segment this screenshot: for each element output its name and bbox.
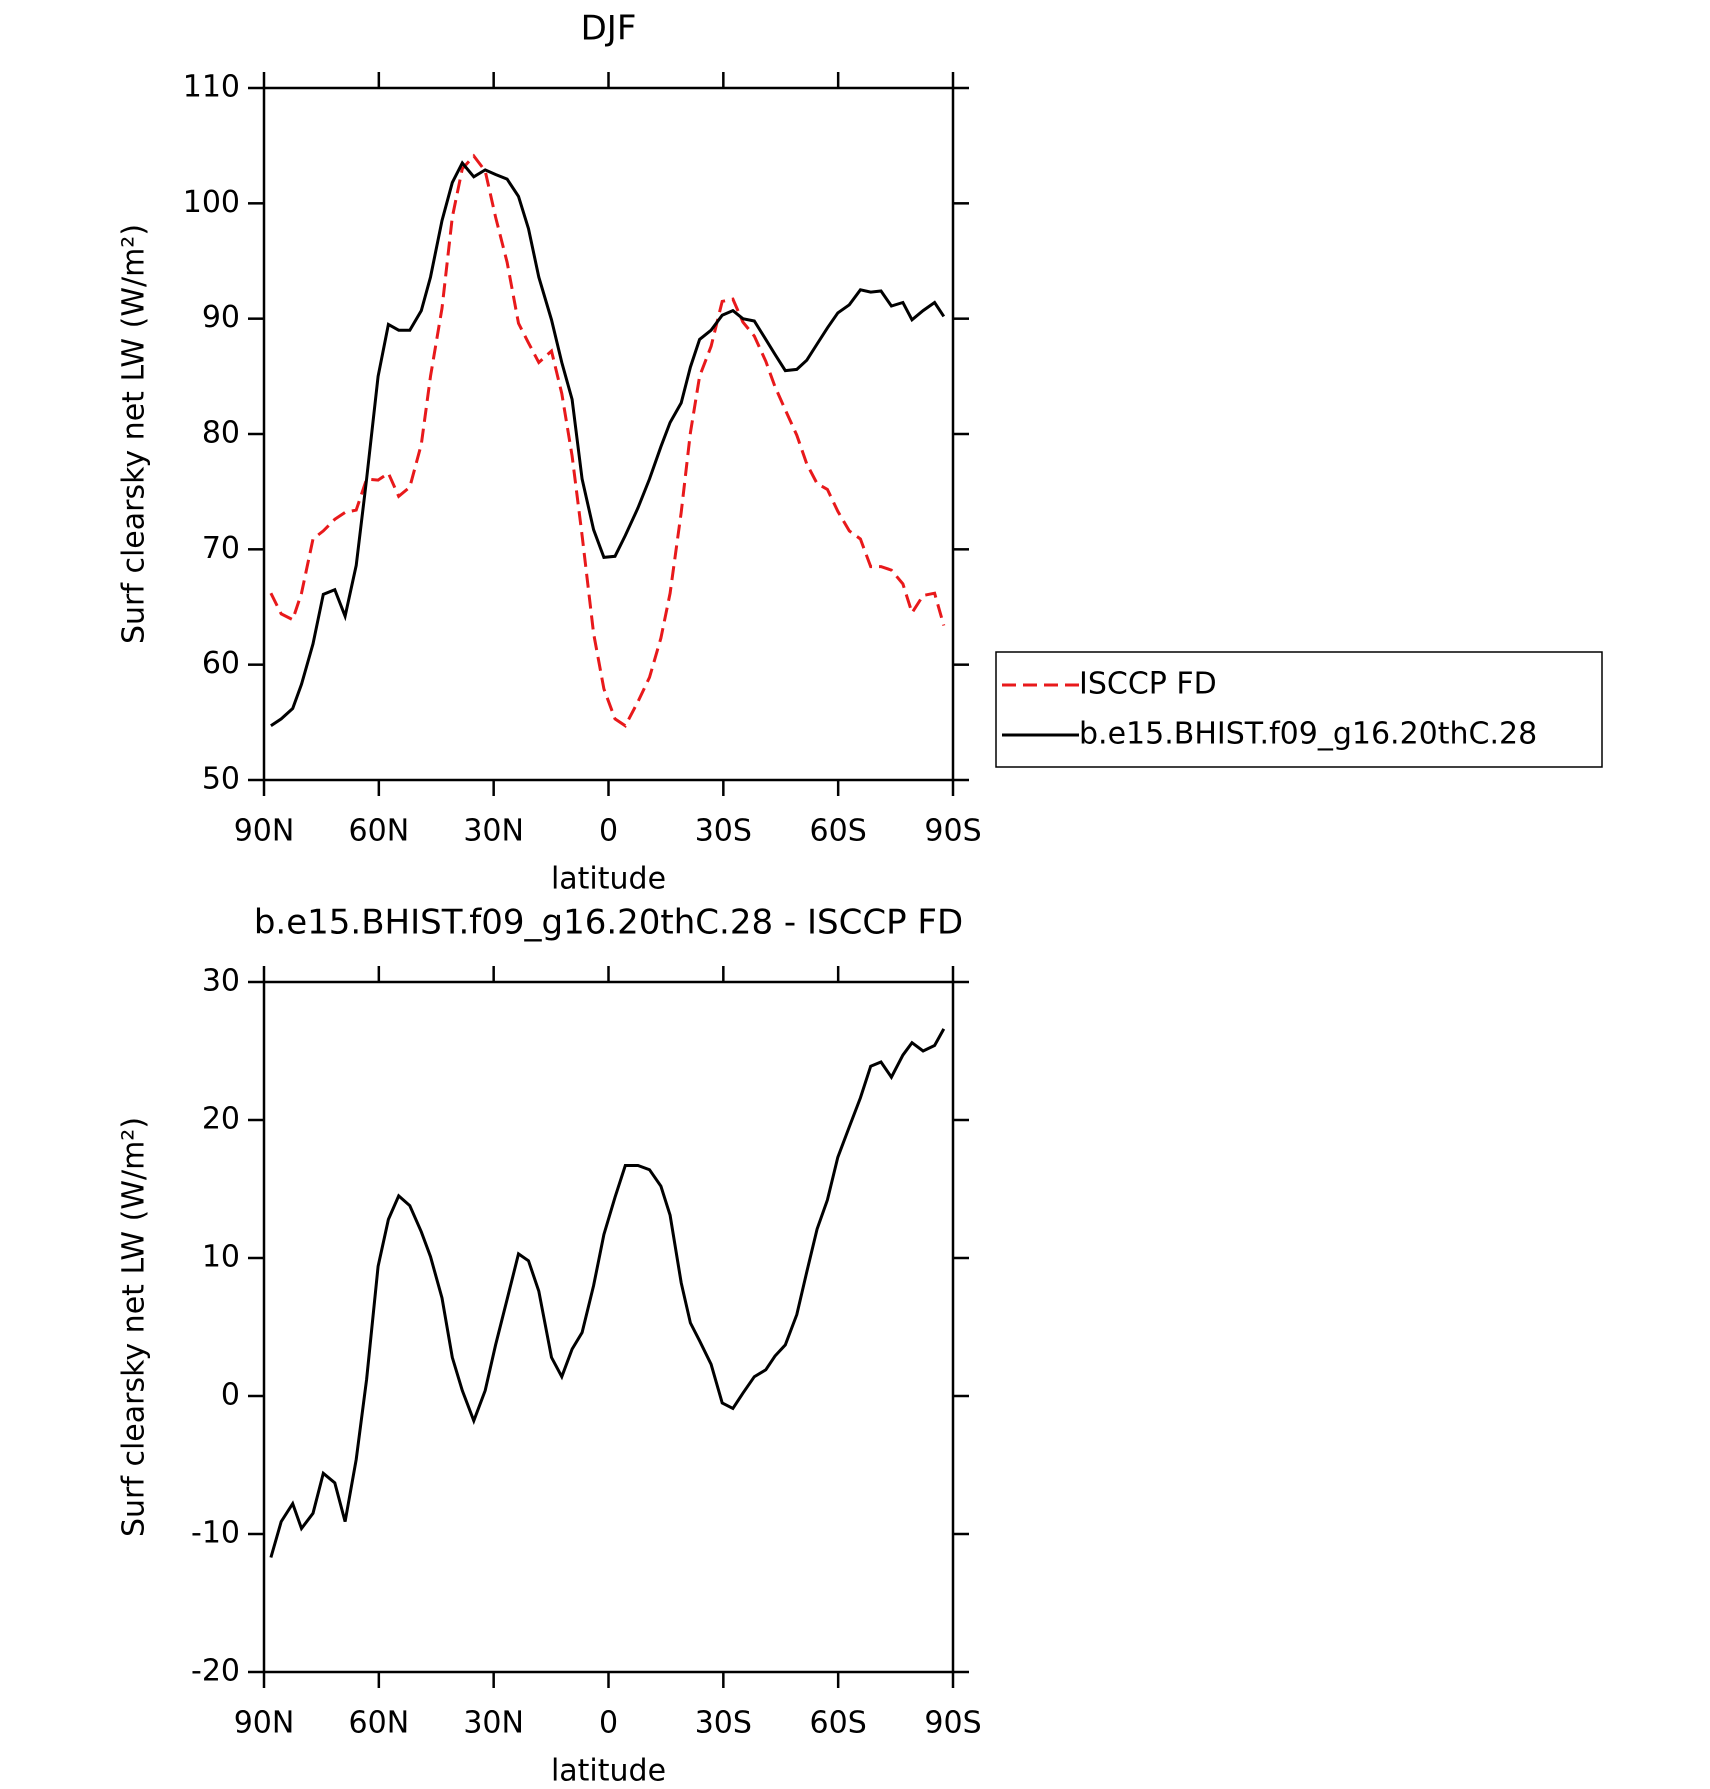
x-axis-label: latitude	[551, 1754, 666, 1789]
legend-box	[995, 651, 1603, 768]
y-tick-label: 100	[183, 185, 240, 220]
data-line	[269, 1028, 946, 1558]
x-tick-label: 90N	[234, 814, 295, 849]
x-tick-label: 90N	[234, 1706, 295, 1741]
y-axis-label: Surf clearsky net LW (W/m²)	[117, 1117, 152, 1537]
x-tick-label: 30N	[463, 814, 524, 849]
y-tick-label: 0	[221, 1378, 240, 1413]
x-tick-label: 90S	[924, 814, 981, 849]
data-line	[269, 153, 946, 728]
y-tick-label: -10	[191, 1516, 240, 1551]
x-axis-label: latitude	[551, 862, 666, 897]
y-tick-label: 80	[202, 416, 240, 451]
x-tick-label: 30S	[695, 1706, 752, 1741]
y-tick-label: 30	[202, 964, 240, 999]
x-tick-label: 30S	[695, 814, 752, 849]
x-tick-label: 0	[599, 814, 618, 849]
x-tick-label: 60N	[349, 1706, 410, 1741]
y-tick-label: 20	[202, 1102, 240, 1137]
y-tick-label: 60	[202, 646, 240, 681]
x-tick-label: 60N	[349, 814, 410, 849]
y-tick-label: 90	[202, 300, 240, 335]
y-tick-label: 70	[202, 531, 240, 566]
y-tick-label: 110	[183, 70, 240, 105]
x-tick-label: 60S	[810, 1706, 867, 1741]
plot-frame	[262, 86, 955, 782]
chart-title: b.e15.BHIST.f09_g16.20thC.28 - ISCCP FD	[254, 903, 963, 943]
y-tick-label: 10	[202, 1240, 240, 1275]
chart-title: DJF	[581, 9, 637, 49]
x-tick-label: 30N	[463, 1706, 524, 1741]
x-tick-label: 60S	[810, 814, 867, 849]
x-tick-label: 90S	[924, 1706, 981, 1741]
data-line	[270, 160, 946, 728]
x-tick-label: 0	[599, 1706, 618, 1741]
y-axis-label: Surf clearsky net LW (W/m²)	[117, 224, 152, 644]
y-tick-label: -20	[191, 1654, 240, 1689]
plot-frame	[262, 980, 955, 1674]
legend-label: b.e15.BHIST.f09_g16.20thC.28	[1079, 717, 1537, 752]
legend-label: ISCCP FD	[1079, 667, 1217, 702]
y-tick-label: 50	[202, 762, 240, 797]
